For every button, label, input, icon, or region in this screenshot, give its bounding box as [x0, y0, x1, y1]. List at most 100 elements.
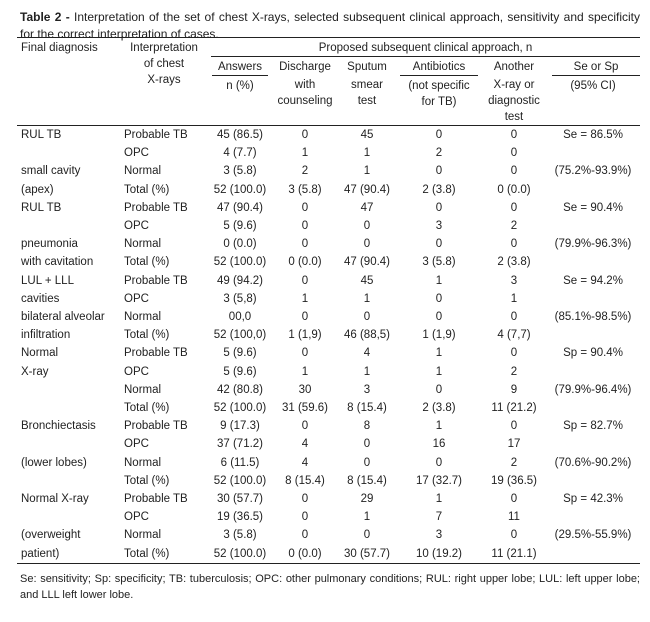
- cell-final-diagnosis: with cavitation: [21, 256, 94, 269]
- cell-sputum: 0: [363, 238, 371, 251]
- cell-interpretation: Normal: [124, 456, 162, 469]
- cell-sputum: 3: [363, 383, 371, 396]
- cell-se-sp: [546, 217, 640, 235]
- cell-another-test: 0: [510, 420, 518, 433]
- cell-interpretation: Normal: [124, 529, 162, 542]
- cell-se-sp: [546, 399, 640, 417]
- cell-answers: 3 (5.8): [223, 165, 257, 178]
- cell-antibiotics: 0: [435, 201, 443, 214]
- cell-antibiotics: 1: [435, 274, 443, 287]
- cell-answers: 30 (57.7): [216, 493, 264, 506]
- cell-another-test: 0: [510, 347, 518, 360]
- cell-final-diagnosis: RUL TB: [21, 129, 62, 141]
- cell-sputum: 47: [360, 201, 374, 214]
- cell-another-test: 0: [510, 201, 518, 214]
- cell-antibiotics: 1: [435, 420, 443, 433]
- cell-answers: 37 (71.2): [216, 438, 264, 451]
- cell-interpretation: Total (%): [124, 329, 170, 342]
- cell-answers: 52 (100.0): [213, 474, 267, 487]
- table-body: RUL TB Probable TB 45 (86.5) 0 45 0 0 Se = 86.5…: [17, 126, 640, 564]
- table-row: OPC 5 (9.6) 0 0 3 2: [17, 217, 640, 235]
- cell-interpretation: Normal: [124, 311, 162, 324]
- table-row: infiltration Total (%) 52 (100,0) 1 (1,9) 46…: [17, 326, 640, 344]
- cell-antibiotics: 2: [435, 147, 443, 160]
- cell-interpretation: Probable TB: [124, 347, 188, 360]
- cell-sputum: 45: [360, 274, 374, 287]
- table-row: bilateral alveolar Normal 00,0 0 0 0 0 (85.1%-9…: [17, 308, 640, 326]
- table-row: with cavitation Total (%) 52 (100.0) 0 (0.0…: [17, 253, 640, 271]
- cell-se-sp: [546, 472, 640, 490]
- cell-antibiotics: 0: [435, 383, 443, 396]
- cell-interpretation: Normal: [124, 383, 162, 396]
- cell-answers: 3 (5.8): [223, 529, 257, 542]
- cell-antibiotics: 1: [435, 365, 443, 378]
- table-header: Final diagnosis Interpretation of chest X-…: [17, 38, 641, 126]
- cell-answers: 52 (100.0): [213, 256, 267, 269]
- cell-answers: 47 (90.4): [216, 201, 264, 214]
- table-row: RUL TB Probable TB 47 (90.4) 0 47 0 0 Se = 90.4…: [17, 199, 640, 217]
- cell-sputum: 8 (15.4): [347, 402, 387, 415]
- cell-discharge: 1: [301, 147, 309, 160]
- table-row: pneumonia Normal 0 (0.0) 0 0 0 0 (79.9%-96.3%): [17, 235, 640, 253]
- cell-another-test: 0: [510, 165, 518, 178]
- cell-final-diagnosis: [17, 508, 120, 526]
- cell-interpretation: OPC: [124, 365, 149, 378]
- cell-se-sp: (29.5%-55.9%): [554, 529, 632, 542]
- table-row: (lower lobes) Normal 6 (11.5) 4 0 0 2 (70.6%-90…: [17, 454, 640, 472]
- cell-discharge: 0: [301, 220, 309, 233]
- cell-answers: 00,0: [228, 311, 252, 324]
- cell-antibiotics: 0: [435, 311, 443, 324]
- cell-another-test: 19 (36.5): [490, 474, 538, 487]
- cell-final-diagnosis: cavities: [21, 292, 60, 305]
- cell-final-diagnosis: [17, 381, 120, 399]
- cell-final-diagnosis: (apex): [21, 183, 54, 196]
- cell-se-sp: [546, 508, 640, 526]
- cell-another-test: 9: [510, 383, 518, 396]
- table-row: OPC 37 (71.2) 4 0 16 17: [17, 435, 640, 453]
- cell-answers: 5 (9.6): [223, 365, 257, 378]
- table-row: LUL + LLL Probable TB 49 (94.2) 0 45 1 3 Se = 9…: [17, 272, 640, 290]
- cell-discharge: 0: [301, 311, 309, 324]
- cell-interpretation: Total (%): [124, 183, 170, 196]
- cell-interpretation: Normal: [124, 165, 162, 178]
- cell-discharge: 0 (0.0): [288, 547, 322, 560]
- cell-interpretation: OPC: [124, 147, 149, 160]
- cell-final-diagnosis: [17, 399, 120, 417]
- cell-another-test: 0: [510, 129, 518, 141]
- cell-another-test: 2 (3.8): [497, 256, 531, 269]
- cell-se-sp: Sp = 42.3%: [563, 493, 623, 506]
- table-row: Total (%) 52 (100.0) 31 (59.6) 8 (15.4) 2 (3…: [17, 399, 640, 417]
- cell-discharge: 0: [301, 493, 309, 506]
- cell-interpretation: Total (%): [124, 547, 170, 560]
- cell-another-test: 4 (7,7): [497, 329, 531, 342]
- cell-se-sp: [546, 144, 640, 162]
- cell-interpretation: Probable TB: [124, 493, 188, 506]
- cell-discharge: 1 (1,9): [288, 329, 322, 342]
- cell-se-sp: (79.9%-96.4%): [554, 383, 632, 396]
- header-se-sp: Se or Sp (95% CI): [546, 59, 641, 126]
- table-row: Normal Probable TB 5 (9.6) 0 4 1 0 Sp = 90.4%: [17, 344, 640, 362]
- cell-final-diagnosis: [17, 217, 120, 235]
- cell-sputum: 4: [363, 347, 371, 360]
- cell-se-sp: [546, 253, 640, 271]
- cell-final-diagnosis: Bronchiectasis: [21, 420, 96, 433]
- table-row: (overweight Normal 3 (5.8) 0 0 3 0 (29.5%-55.9%…: [17, 526, 640, 544]
- cell-discharge: 1: [301, 292, 309, 305]
- cell-final-diagnosis: (lower lobes): [21, 456, 87, 469]
- cell-another-test: 0: [510, 311, 518, 324]
- cell-discharge: 3 (5.8): [288, 183, 322, 196]
- cell-answers: 42 (80.8): [216, 383, 264, 396]
- header-discharge: Discharge with counseling: [277, 61, 333, 107]
- cell-answers: 52 (100.0): [213, 402, 267, 415]
- cell-discharge: 0: [301, 529, 309, 542]
- cell-interpretation: Probable TB: [124, 420, 188, 433]
- cell-antibiotics: 17 (32.7): [415, 474, 463, 487]
- cell-sputum: 8: [363, 420, 371, 433]
- cell-another-test: 2: [510, 365, 518, 378]
- cell-se-sp: Sp = 90.4%: [563, 347, 623, 360]
- cell-se-sp: Se = 94.2%: [563, 274, 623, 287]
- cell-discharge: 0: [301, 347, 309, 360]
- results-table: Final diagnosis Interpretation of chest X-…: [17, 37, 641, 564]
- cell-interpretation: Total (%): [124, 474, 170, 487]
- cell-final-diagnosis: Normal: [21, 347, 59, 360]
